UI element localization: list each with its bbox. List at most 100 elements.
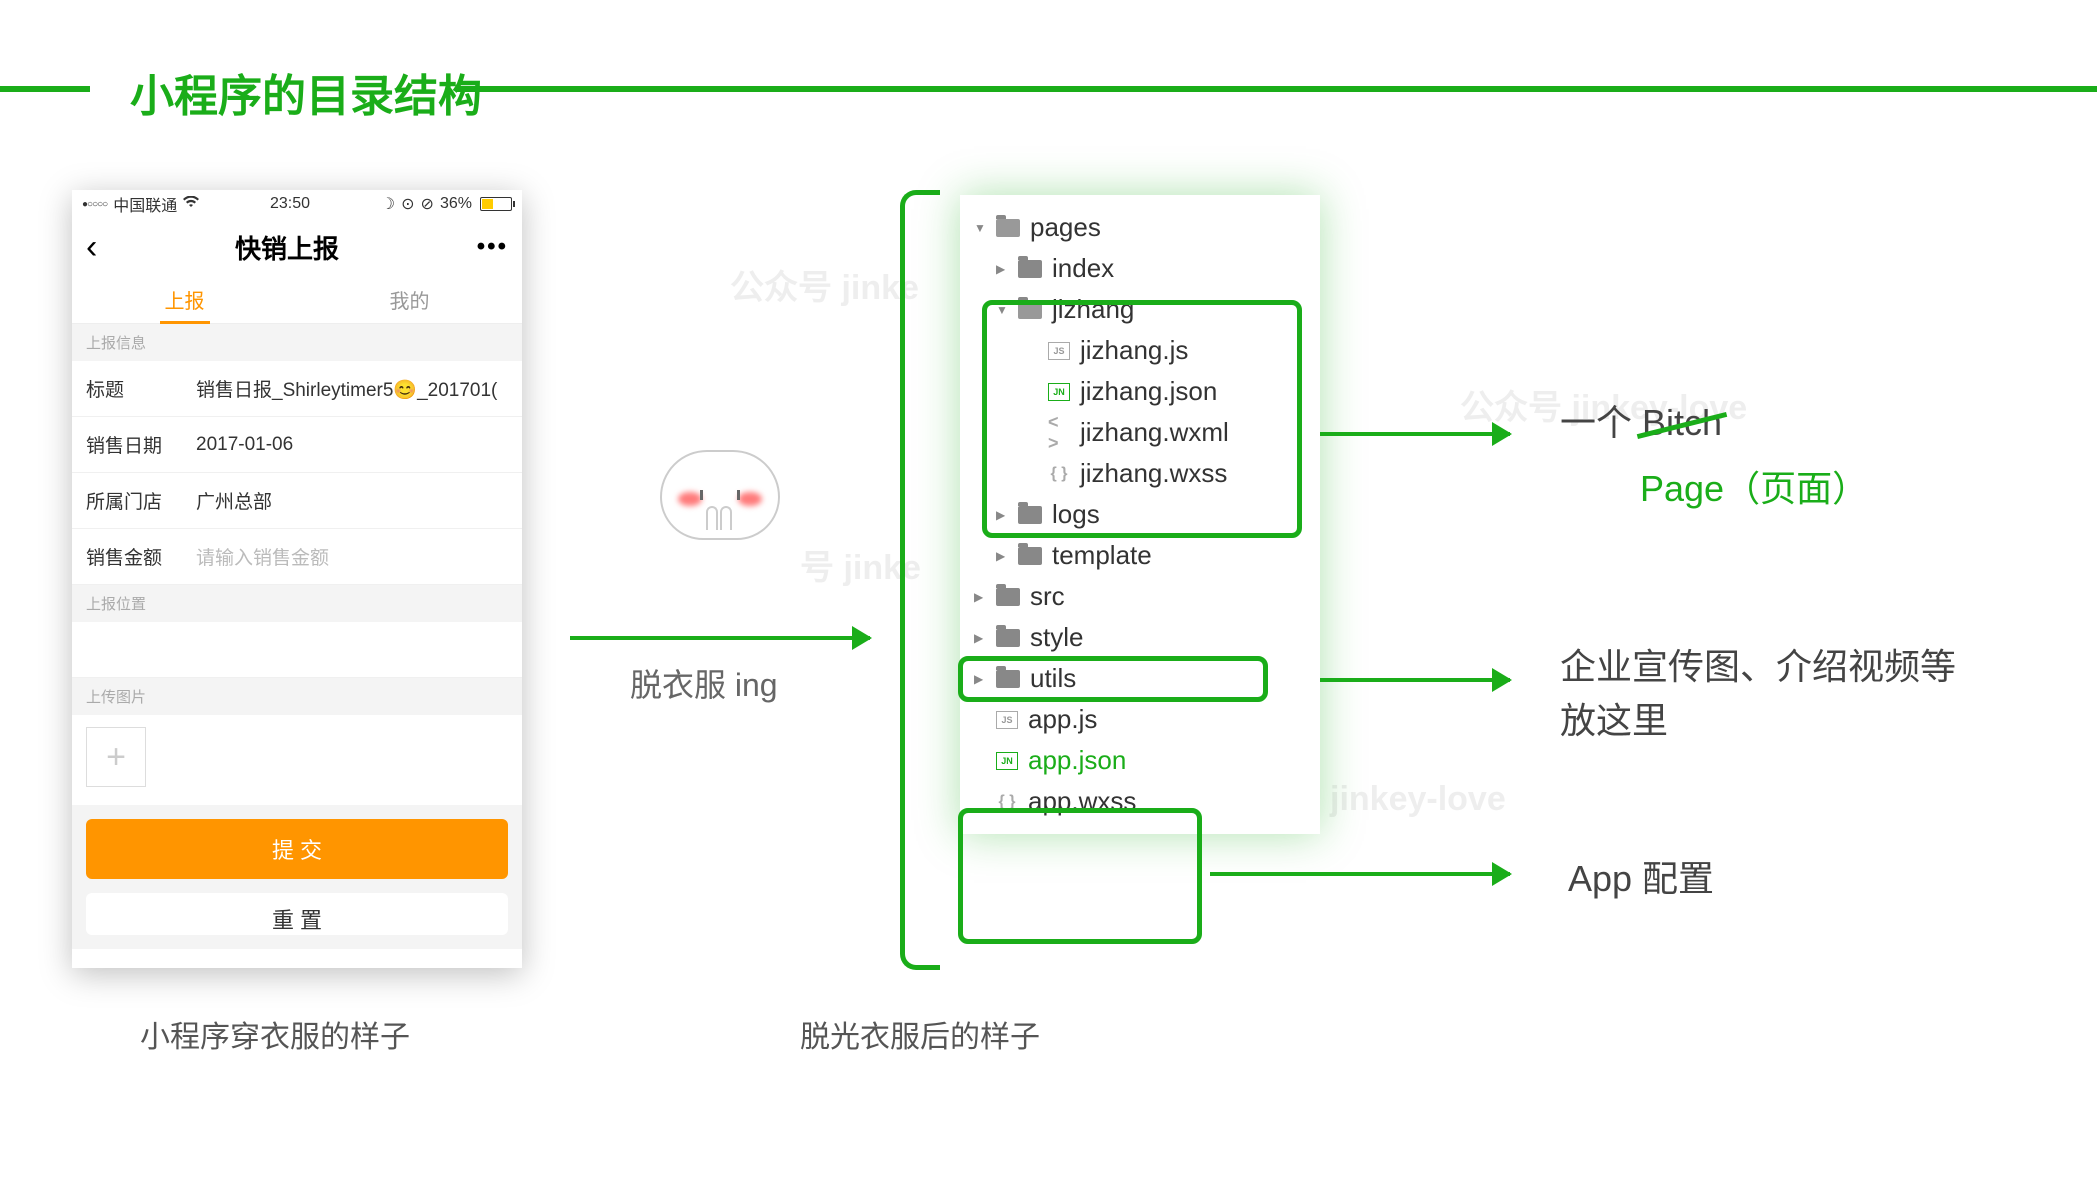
arrow-src — [1320, 678, 1510, 682]
mushroom-caption: 脱衣服 ing — [630, 660, 778, 706]
title-rule-left — [0, 86, 90, 92]
expand-icon: ▶ — [974, 631, 986, 645]
tree-label: app.wxss — [1028, 786, 1136, 817]
folder-icon — [1018, 301, 1042, 319]
tree-item-template[interactable]: ▶ template — [974, 535, 1306, 576]
moon-icon: ☽ — [381, 194, 395, 214]
json-icon: JN — [996, 752, 1018, 770]
tree-label: pages — [1030, 212, 1101, 243]
expand-icon — [974, 754, 986, 768]
expand-icon: ▶ — [974, 590, 986, 604]
expand-icon: ▶ — [974, 672, 986, 686]
row-date[interactable]: 销售日期 2017-01-06 — [72, 417, 522, 473]
file-tree: ▼pages▶index▼jizhang JSjizhang.js JNjizh… — [960, 195, 1320, 834]
reset-button[interactable]: 重 置 — [86, 893, 508, 935]
tree-label: template — [1052, 540, 1152, 571]
folder-icon — [996, 219, 1020, 237]
phone-mock: ●○○○○ 中国联通 23:50 ☽ ⊙ ⊘ 36% ‹ 快销上报 ••• 上报… — [72, 190, 522, 968]
store-label: 所属门店 — [86, 487, 196, 514]
js-icon: JS — [996, 711, 1018, 729]
amount-placeholder: 请输入销售金额 — [196, 543, 508, 570]
tree-label: logs — [1052, 499, 1100, 530]
expand-icon — [1026, 426, 1038, 440]
folder-icon — [996, 588, 1020, 606]
add-image-button[interactable]: + — [86, 727, 146, 787]
tab-mine[interactable]: 我的 — [297, 276, 522, 323]
tree-item-index[interactable]: ▶index — [974, 248, 1306, 289]
tree-item-logs[interactable]: ▶ logs — [974, 494, 1306, 535]
tree-label: app.js — [1028, 704, 1097, 735]
tree-item-utils[interactable]: ▶ utils — [974, 658, 1306, 699]
nav-title: 快销上报 — [235, 229, 339, 266]
tree-item-jizhang-json[interactable]: JN jizhang.json — [974, 371, 1306, 412]
store-value: 广州总部 — [196, 487, 508, 514]
expand-icon — [1026, 467, 1038, 481]
back-icon[interactable]: ‹ — [86, 230, 97, 264]
battery-icon — [478, 197, 512, 211]
anno-page-strike: Bitch — [1642, 402, 1722, 444]
nav-bar: ‹ 快销上报 ••• — [72, 218, 522, 276]
clock-label: 23:50 — [270, 195, 310, 213]
tree-item-jizhang-wxss[interactable]: { }jizhang.wxss — [974, 453, 1306, 494]
tab-report[interactable]: 上报 — [72, 276, 297, 323]
alarm-icon: ⊙ — [401, 194, 414, 214]
expand-icon — [974, 795, 986, 809]
tree-item-app-js[interactable]: JS app.js — [974, 699, 1306, 740]
tree-item-jizhang[interactable]: ▼ jizhang — [974, 289, 1306, 330]
arrow-main — [570, 636, 870, 640]
arrow-page — [1320, 432, 1510, 436]
date-label: 销售日期 — [86, 431, 196, 458]
arrow-app — [1210, 872, 1510, 876]
folder-icon — [996, 670, 1020, 688]
tree-item-jizhang-wxml[interactable]: < > jizhang.wxml — [974, 412, 1306, 453]
anno-page: 一个 Bitch — [1560, 394, 1722, 446]
tree-label: jizhang — [1052, 294, 1134, 325]
mushroom-emoji — [660, 450, 800, 590]
expand-icon: ▶ — [996, 508, 1008, 522]
tree-label: jizhang.wxml — [1080, 417, 1229, 448]
js-icon: JS — [1048, 342, 1070, 360]
section-images: 上传图片 — [72, 678, 522, 715]
row-amount[interactable]: 销售金额 请输入销售金额 — [72, 529, 522, 585]
json-icon: JN — [1048, 383, 1070, 401]
wxml-icon: < > — [1048, 424, 1070, 442]
wifi-icon — [183, 195, 199, 213]
anno-page-sub: Page（页面） — [1640, 460, 1868, 512]
folder-icon — [1018, 506, 1042, 524]
tree-item-style[interactable]: ▶ style — [974, 617, 1306, 658]
title-value: 销售日报_Shirleytimer5😊_201701( — [196, 375, 508, 402]
expand-icon — [974, 713, 986, 727]
tree-item-jizhang-js[interactable]: JS jizhang.js — [974, 330, 1306, 371]
more-icon[interactable]: ••• — [477, 233, 508, 261]
tree-label: jizhang.js — [1080, 335, 1188, 366]
tree-label: style — [1030, 622, 1083, 653]
submit-button[interactable]: 提 交 — [86, 819, 508, 879]
row-title[interactable]: 标题 销售日报_Shirleytimer5😊_201701( — [72, 361, 522, 417]
tree-item-pages[interactable]: ▼pages — [974, 207, 1306, 248]
carrier-label: 中国联通 — [113, 192, 177, 216]
tree-label: src — [1030, 581, 1065, 612]
tree-label: jizhang.json — [1080, 376, 1217, 407]
folder-icon — [996, 629, 1020, 647]
anno-page-prefix: 一个 — [1560, 402, 1642, 443]
row-store[interactable]: 所属门店 广州总部 — [72, 473, 522, 529]
title-label: 标题 — [86, 375, 196, 402]
expand-icon: ▶ — [996, 549, 1008, 563]
watermark: jinkey-love — [1330, 780, 1506, 819]
section-location: 上报位置 — [72, 585, 522, 622]
battery-pct: 36% — [440, 195, 472, 213]
expand-icon: ▼ — [996, 303, 1008, 317]
tabs: 上报 我的 — [72, 276, 522, 324]
tree-item-app-wxss[interactable]: { } app.wxss — [974, 781, 1306, 822]
folder-icon — [1018, 547, 1042, 565]
tree-label: utils — [1030, 663, 1076, 694]
date-value: 2017-01-06 — [196, 434, 508, 456]
location-area[interactable] — [72, 622, 522, 678]
tree-item-src[interactable]: ▶ src — [974, 576, 1306, 617]
tree-label: index — [1052, 253, 1114, 284]
wxss-icon: { } — [996, 793, 1018, 811]
buttons-area: 提 交 重 置 — [72, 805, 522, 949]
tree-item-app-json[interactable]: JNapp.json — [974, 740, 1306, 781]
section-info: 上报信息 — [72, 324, 522, 361]
lock-icon: ⊘ — [421, 194, 434, 214]
